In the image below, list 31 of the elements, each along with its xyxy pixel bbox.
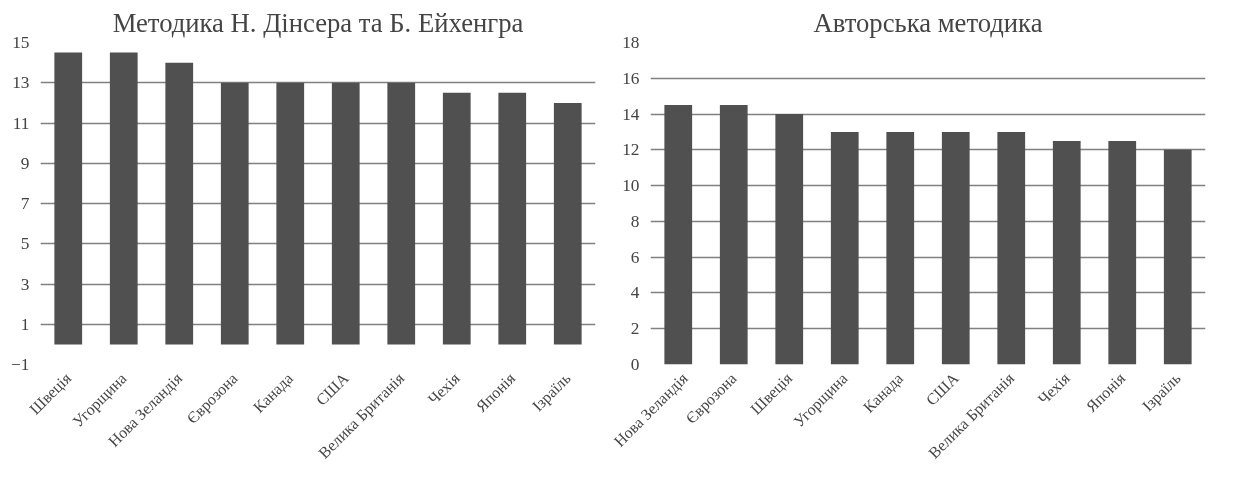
y-tick-label: 16: [622, 68, 640, 88]
bar: [54, 52, 83, 345]
bar: [276, 82, 305, 345]
y-tick-label: 6: [630, 247, 640, 267]
bar: [498, 92, 527, 345]
y-tick-label: 3: [20, 274, 30, 294]
y-tick-label: 0: [630, 355, 640, 374]
y-tick-label: 4: [630, 283, 640, 303]
y-tick-label: 9: [20, 153, 30, 173]
y-tick-label: 15: [12, 33, 30, 52]
y-tick-label: −1: [11, 355, 30, 374]
bar: [553, 102, 582, 345]
y-tick-label: 12: [622, 140, 640, 160]
y-tick-label: 13: [12, 73, 30, 93]
y-tick-label: 8: [630, 211, 640, 231]
y-tick-label: 2: [630, 319, 640, 339]
y-tick-label: 18: [622, 33, 640, 52]
y-tick-label: 14: [622, 104, 640, 124]
chart-title: Авторська методика: [813, 7, 1043, 38]
y-tick-label: 1: [20, 314, 30, 334]
chart-title: Методика Н. Дінсера та Б. Ейхенгра: [112, 7, 524, 38]
y-tick-label: 5: [20, 234, 30, 254]
y-tick-label: 11: [12, 113, 30, 133]
bar: [109, 52, 138, 345]
bar: [331, 82, 360, 345]
bar: [387, 82, 416, 345]
bar: [220, 82, 249, 345]
bar: [165, 62, 194, 345]
y-tick-label: 10: [622, 176, 640, 196]
y-tick-label: 7: [20, 194, 30, 213]
bar: [442, 92, 471, 345]
